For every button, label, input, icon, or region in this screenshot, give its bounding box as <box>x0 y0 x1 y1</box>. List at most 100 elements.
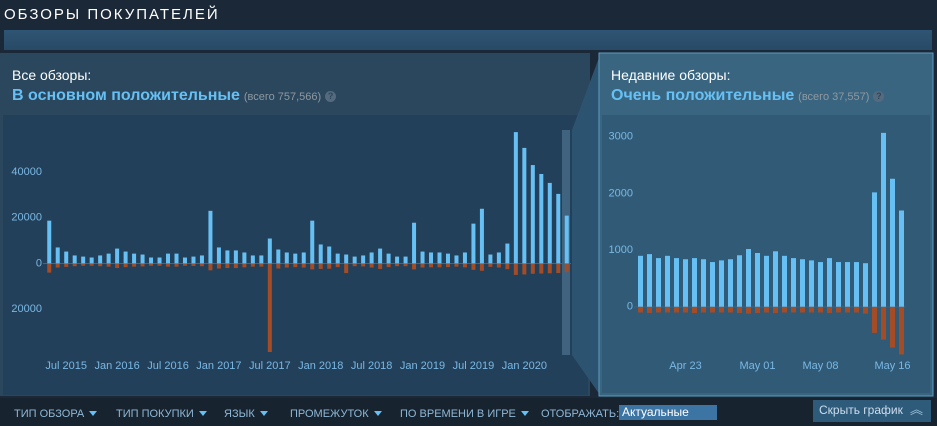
bar <box>809 260 814 307</box>
bar <box>445 253 450 264</box>
bar <box>836 262 841 307</box>
bar <box>403 256 408 264</box>
bar <box>719 306 724 313</box>
y-tick-label: 40000 <box>11 166 42 178</box>
y-tick-label: 1000 <box>609 244 633 256</box>
x-tick-label: May 01 <box>739 360 775 372</box>
bar <box>809 306 814 313</box>
bar <box>361 255 366 264</box>
bar <box>773 251 778 307</box>
section-title: ОБЗОРЫ ПОКУПАТЕЛЕЙ <box>4 6 220 23</box>
filter[interactable]: ТИП ОБЗОРА <box>14 408 98 420</box>
filter[interactable]: ЯЗЫК <box>224 408 268 420</box>
recent-total: (всего 37,557) <box>798 91 870 103</box>
y-tick-label: 20000 <box>11 212 42 224</box>
bar <box>899 306 904 355</box>
bar <box>462 263 467 268</box>
bar <box>395 263 400 267</box>
overall-total: (всего 757,566) <box>243 91 322 103</box>
bar <box>115 263 120 269</box>
bar <box>638 306 643 313</box>
x-tick-label: Jul 2017 <box>249 360 291 372</box>
filter[interactable]: ПО ВРЕМЕНИ В ИГРЕ <box>400 408 529 420</box>
bar <box>72 255 77 264</box>
bar <box>683 306 688 313</box>
bar <box>318 244 323 264</box>
bar <box>378 263 383 269</box>
bar <box>327 263 332 269</box>
help-icon[interactable]: ? <box>325 91 337 102</box>
bar <box>845 306 850 313</box>
filter-bar: ТИП ОБЗОРА ТИП ПОКУПКИ ЯЗЫК ПРОМЕЖУТОК П… <box>0 398 937 426</box>
button-label: Скрыть график <box>819 403 903 417</box>
bar <box>701 259 706 307</box>
bar <box>64 251 69 264</box>
bar <box>55 263 60 268</box>
bar <box>656 258 661 307</box>
bar <box>683 259 688 307</box>
bar <box>437 263 442 268</box>
bar <box>47 220 52 264</box>
bar <box>64 263 69 267</box>
bar <box>488 263 493 267</box>
bar <box>647 254 652 307</box>
bar <box>98 263 103 267</box>
bar <box>522 147 527 264</box>
bar <box>719 260 724 307</box>
select-value: Актуальные <box>622 405 689 419</box>
recent-label: Недавние обзоры: <box>611 67 731 83</box>
bar <box>764 255 769 307</box>
overall-rating: В основном положительные <box>12 87 240 104</box>
bar <box>479 208 484 264</box>
zoom-connector <box>572 55 600 395</box>
bar <box>773 306 778 314</box>
bar <box>556 263 561 274</box>
header-strip <box>4 30 932 50</box>
bar <box>386 253 391 264</box>
x-tick-label: Jan 2017 <box>196 360 241 372</box>
bar <box>764 306 769 313</box>
bar <box>479 263 484 271</box>
bar <box>881 306 886 340</box>
bar <box>728 259 733 307</box>
filter[interactable]: ПРОМЕЖУТОК <box>290 408 382 420</box>
bar <box>140 254 145 264</box>
display-select[interactable]: Актуальные <box>619 405 717 420</box>
bar <box>872 306 877 333</box>
bar <box>556 193 561 264</box>
recent-rating: Очень положительные <box>611 87 795 104</box>
hide-graph-button[interactable]: Скрыть график ︽ <box>813 400 931 422</box>
bar <box>746 306 751 314</box>
help-icon[interactable]: ? <box>873 91 885 102</box>
bar <box>854 262 859 307</box>
bar <box>233 263 238 269</box>
bar <box>881 132 886 307</box>
bar <box>710 306 715 313</box>
bar <box>471 223 476 264</box>
bar <box>412 263 417 270</box>
filter[interactable]: ТИП ПОКУПКИ <box>116 408 207 420</box>
y-tick-label: 20000 <box>11 303 42 315</box>
x-tick-label: Jan 2019 <box>400 360 445 372</box>
x-tick-label: Jan 2020 <box>502 360 547 372</box>
bar <box>310 220 315 264</box>
bar <box>665 255 670 307</box>
bar <box>174 263 179 267</box>
bar <box>182 257 187 264</box>
bar <box>361 263 366 267</box>
bar <box>505 263 510 270</box>
bar <box>818 262 823 307</box>
bar <box>872 192 877 307</box>
bar <box>276 263 281 269</box>
filter-label: ПО ВРЕМЕНИ В ИГРЕ <box>400 408 516 420</box>
y-tick-label: 0 <box>36 257 42 269</box>
bar <box>352 256 357 264</box>
bar <box>836 306 841 313</box>
bar <box>132 253 137 264</box>
display-label: ОТОБРАЖАТЬ: <box>541 408 620 420</box>
bar <box>710 262 715 307</box>
bar <box>437 252 442 264</box>
bar <box>564 215 569 264</box>
bar <box>216 247 221 264</box>
